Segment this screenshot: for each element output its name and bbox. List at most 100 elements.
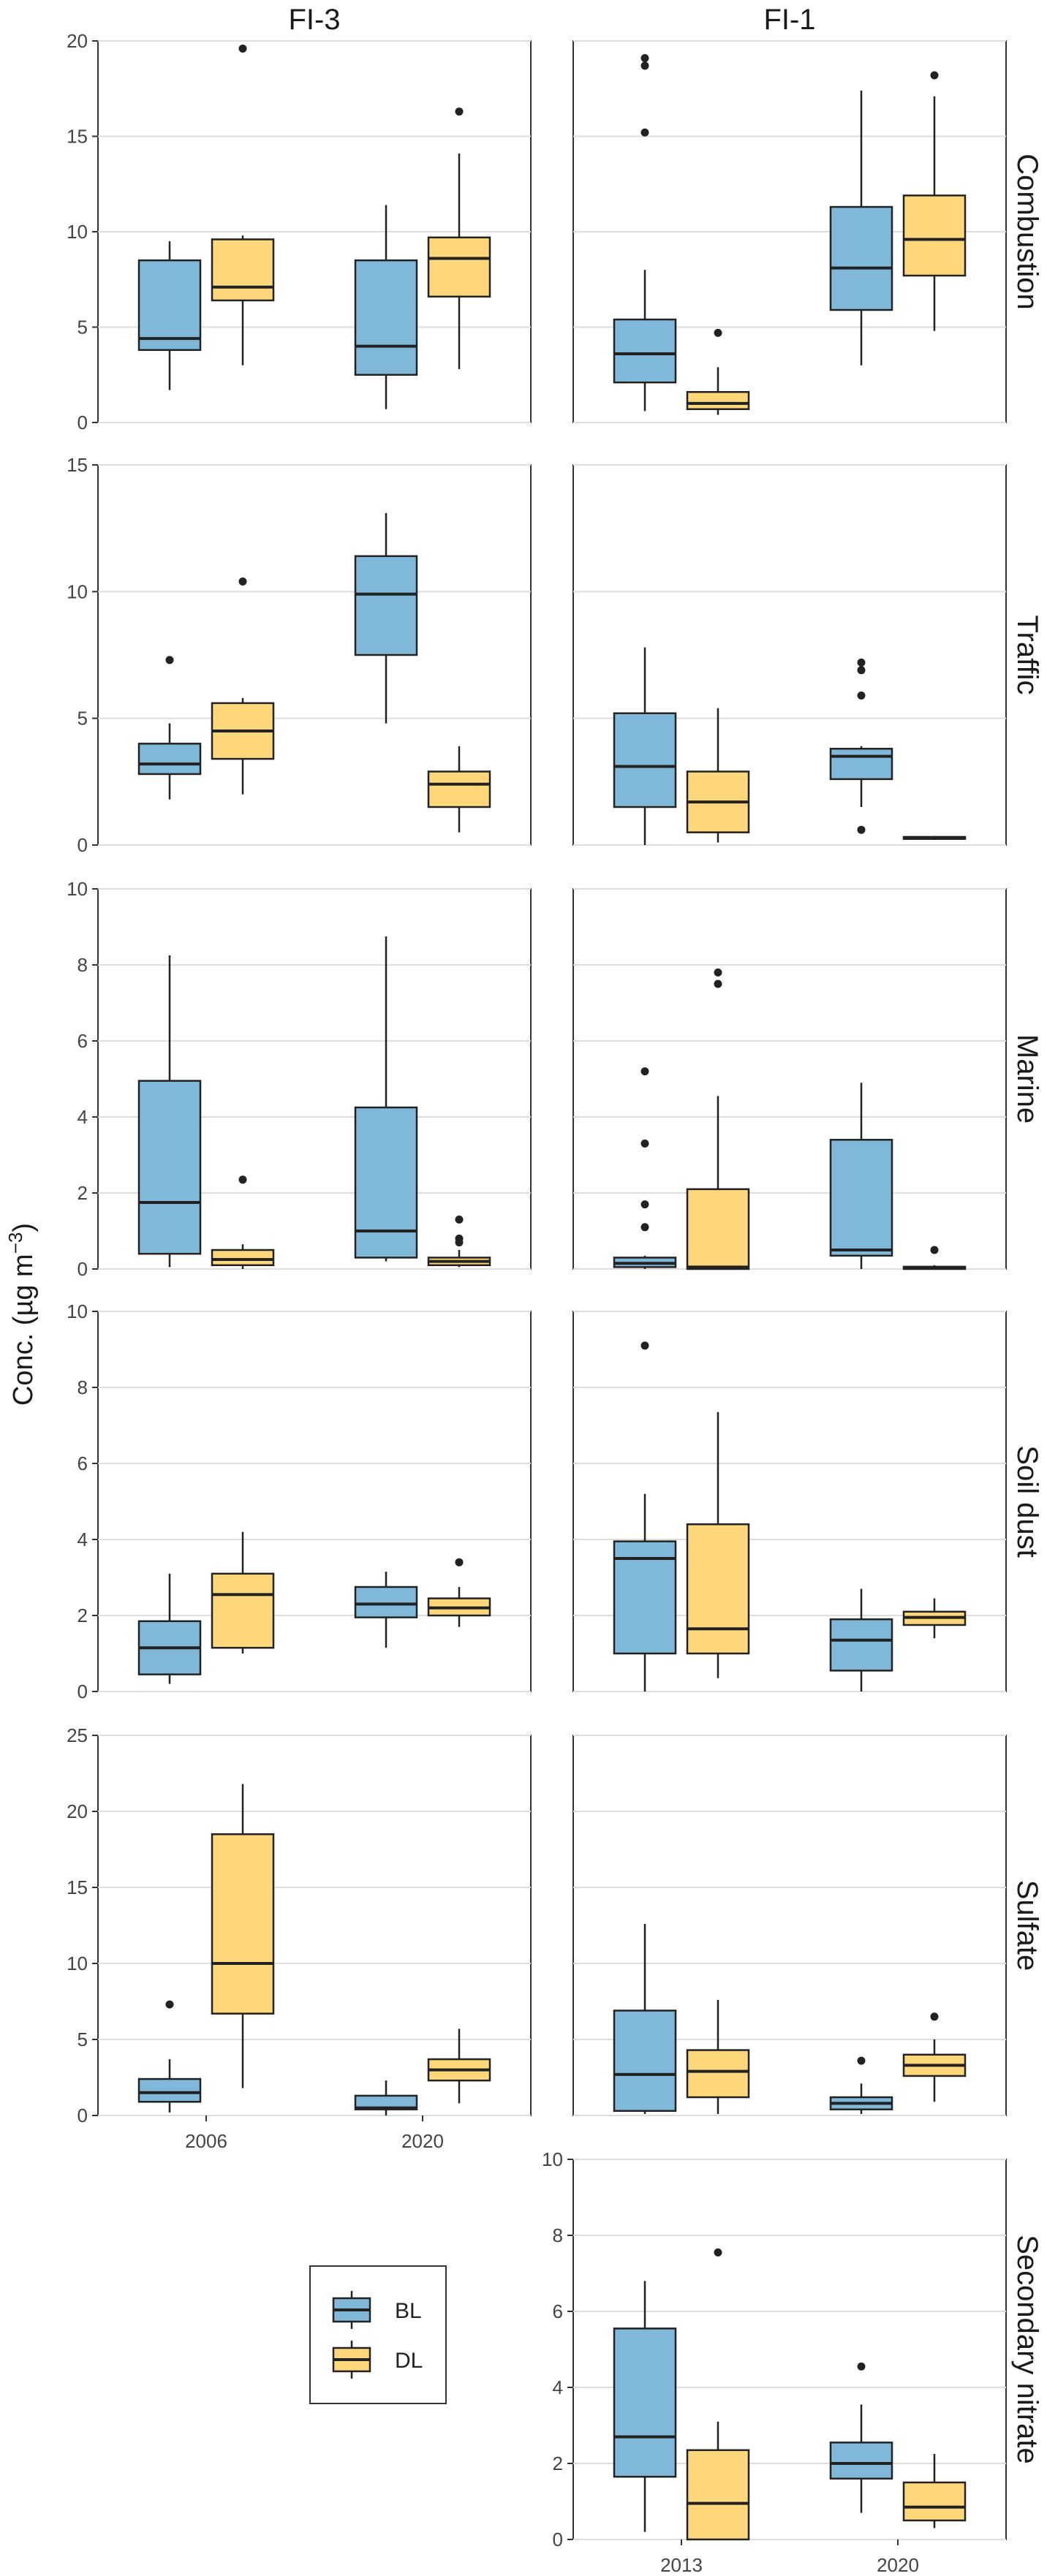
outlier-point bbox=[640, 1223, 649, 1232]
box-traffic-fi-1-2013-dl bbox=[686, 708, 750, 843]
panel-traffic-fi-1 bbox=[572, 464, 1007, 846]
y-tick-label: 0 bbox=[78, 412, 88, 433]
y-tick-label: 2 bbox=[78, 1605, 88, 1626]
y-tick-label: 6 bbox=[78, 1030, 88, 1052]
outlier-point bbox=[930, 1246, 939, 1254]
outlier-point bbox=[165, 2000, 174, 2009]
outlier-point bbox=[640, 1200, 649, 1209]
outlier-point bbox=[857, 2056, 866, 2065]
outlier-point bbox=[640, 53, 649, 62]
y-tick-label: 10 bbox=[67, 878, 88, 900]
iqr-box bbox=[902, 2481, 967, 2522]
iqr-box bbox=[686, 390, 750, 410]
y-tick-label: 5 bbox=[78, 708, 88, 730]
y-tick-label: 15 bbox=[67, 1876, 88, 1898]
box-traffic-fi-3-2020-bl bbox=[354, 512, 418, 724]
y-tick-label: 5 bbox=[78, 2028, 88, 2050]
y-tick-label: 15 bbox=[67, 126, 88, 148]
outlier-point bbox=[857, 825, 866, 834]
box-traffic-fi-1-2020-bl bbox=[829, 658, 893, 834]
y-tick-label: 10 bbox=[67, 1952, 88, 1974]
y-tick-label: 10 bbox=[542, 2148, 563, 2170]
y-axis-title-exponent: −3 bbox=[4, 1232, 26, 1254]
panel-combustion-fi-3: 0 5 10 15 20 bbox=[67, 30, 532, 433]
box-soil-dust-fi-1-2013-bl bbox=[613, 1341, 677, 1692]
outlier-point bbox=[640, 1139, 649, 1148]
x-tick-label: 2013 bbox=[660, 2554, 703, 2576]
box-sulfate-fi-1-2020-bl bbox=[829, 2056, 893, 2114]
y-tick-label: 4 bbox=[78, 1528, 88, 1550]
box-soil-dust-fi-3-2020-bl bbox=[354, 1572, 418, 1648]
box-marine-fi-1-2013-dl bbox=[686, 968, 750, 1270]
box-combustion-fi-3-2006-dl bbox=[211, 44, 275, 365]
iqr-box bbox=[211, 1572, 275, 1649]
iqr-box bbox=[354, 259, 418, 376]
box-soil-dust-fi-1-2020-bl bbox=[829, 1588, 893, 1692]
box-soil-dust-fi-3-2006-bl bbox=[137, 1573, 202, 1684]
row-strip-label: Traffic bbox=[1011, 615, 1043, 695]
iqr-box bbox=[686, 2449, 750, 2541]
row-strip-label: Secondary nitrate bbox=[1011, 2235, 1043, 2464]
box-secondary-nitrate-fi-1-2020-bl bbox=[829, 2362, 893, 2513]
box-combustion-fi-3-2020-bl bbox=[354, 205, 418, 409]
box-marine-fi-3-2020-bl bbox=[354, 936, 418, 1262]
y-axis-title-main: Conc. (µg m bbox=[8, 1254, 39, 1406]
box-marine-fi-1-2020-dl bbox=[902, 1246, 967, 1270]
iqr-box bbox=[137, 2077, 202, 2103]
box-traffic-fi-3-2020-dl bbox=[427, 746, 491, 833]
box-sulfate-fi-3-2020-dl bbox=[427, 2028, 491, 2104]
box-marine-fi-3-2006-bl bbox=[137, 955, 202, 1268]
panel-soil-dust-fi-3: 0 2 4 6 8 10 bbox=[67, 1300, 532, 1702]
box-combustion-fi-1-2020-bl bbox=[829, 90, 893, 365]
panel-combustion-fi-1 bbox=[572, 40, 1007, 423]
outlier-point bbox=[640, 1067, 649, 1076]
y-tick-label: 10 bbox=[67, 1300, 88, 1322]
iqr-box bbox=[354, 555, 418, 656]
panels-layer: 0510152005101502468100246810051015202520… bbox=[67, 30, 1007, 2576]
box-combustion-fi-3-2020-dl bbox=[427, 107, 491, 369]
y-tick-label: 0 bbox=[553, 2528, 563, 2550]
box-sulfate-fi-1-2013-bl bbox=[613, 1923, 677, 2114]
box-marine-fi-3-2020-dl bbox=[427, 1215, 491, 1268]
box-marine-fi-1-2020-bl bbox=[829, 1083, 893, 1269]
y-tick-label: 8 bbox=[78, 1376, 88, 1398]
iqr-box bbox=[613, 2009, 677, 2113]
y-tick-label: 6 bbox=[78, 1452, 88, 1474]
box-combustion-fi-1-2013-bl bbox=[613, 53, 677, 412]
iqr-box bbox=[829, 748, 893, 781]
outlier-point bbox=[930, 2012, 939, 2021]
iqr-box bbox=[613, 2327, 677, 2478]
y-tick-label: 2 bbox=[78, 1182, 88, 1204]
box-combustion-fi-3-2006-bl bbox=[137, 241, 202, 390]
box-soil-dust-fi-1-2020-dl bbox=[902, 1598, 967, 1639]
y-tick-label: 0 bbox=[78, 834, 88, 856]
y-tick-label: 0 bbox=[78, 1681, 88, 1702]
iqr-box bbox=[613, 318, 677, 384]
panel-sulfate-fi-3: 0 5 10 15 20 25 2006 2020 bbox=[67, 1724, 532, 2152]
x-tick-label: 2020 bbox=[401, 2130, 444, 2152]
box-soil-dust-fi-1-2013-dl bbox=[686, 1412, 750, 1678]
iqr-box bbox=[613, 1540, 677, 1655]
iqr-box bbox=[686, 1523, 750, 1655]
y-tick-label: 15 bbox=[67, 454, 88, 476]
y-tick-label: 10 bbox=[67, 580, 88, 602]
y-tick-label: 0 bbox=[78, 1258, 88, 1280]
iqr-box bbox=[902, 194, 967, 277]
legend-frame bbox=[309, 2265, 447, 2404]
y-tick-label: 20 bbox=[67, 30, 88, 52]
panel-marine-fi-1 bbox=[572, 888, 1007, 1270]
outlier-point bbox=[455, 107, 464, 116]
y-tick-label: 5 bbox=[78, 317, 88, 338]
box-combustion-fi-1-2013-dl bbox=[686, 328, 750, 415]
legend-label: BL bbox=[395, 2299, 422, 2323]
box-sulfate-fi-3-2020-bl bbox=[354, 2080, 418, 2115]
outlier-point bbox=[455, 1215, 464, 1224]
panel-soil-dust-fi-1 bbox=[572, 1311, 1007, 1692]
iqr-box bbox=[354, 2094, 418, 2110]
outlier-point bbox=[714, 968, 722, 977]
iqr-box bbox=[354, 1586, 418, 1618]
box-secondary-nitrate-fi-1-2020-dl bbox=[902, 2454, 967, 2528]
column-strip-label: FI-1 bbox=[763, 4, 815, 36]
y-axis-title: Conc. (µg m−3) bbox=[4, 1223, 39, 1406]
outlier-point bbox=[165, 656, 174, 664]
